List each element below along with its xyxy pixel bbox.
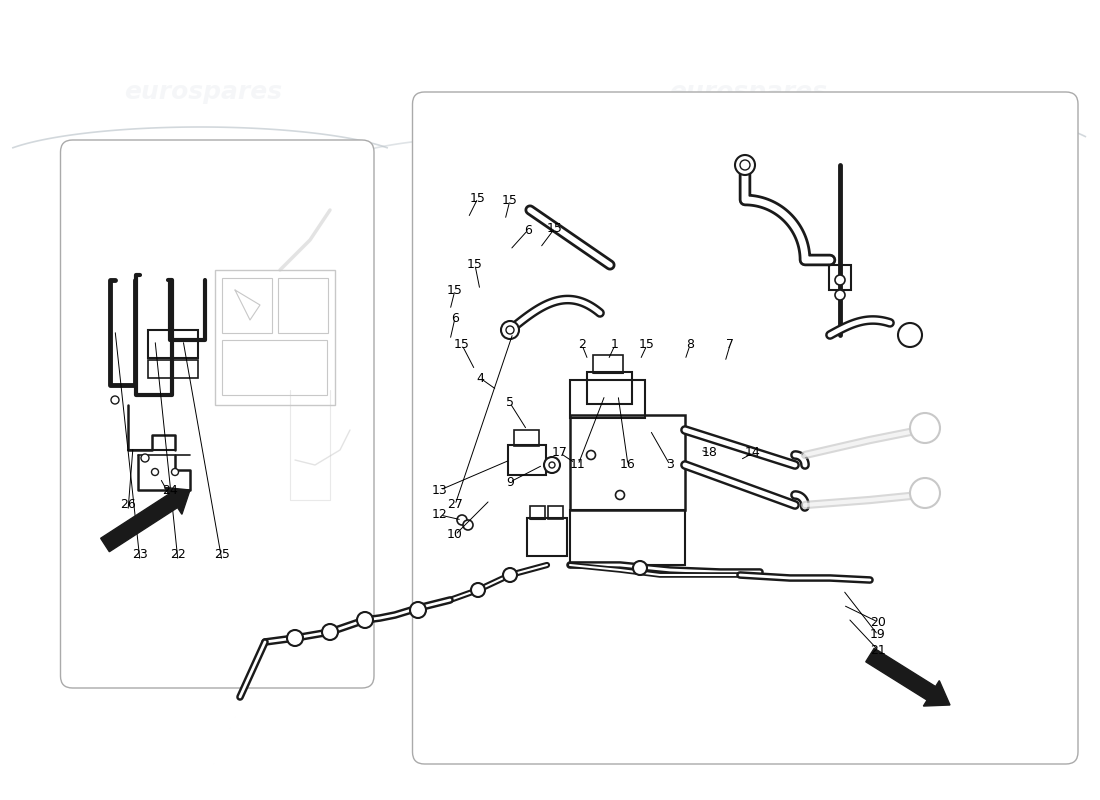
Text: 21: 21	[870, 643, 886, 657]
Circle shape	[586, 450, 595, 459]
Bar	[278, 278, 328, 333]
Circle shape	[506, 326, 514, 334]
Bar	[148, 330, 198, 358]
Text: 15: 15	[502, 194, 518, 206]
Circle shape	[410, 602, 426, 618]
Text: 15: 15	[454, 338, 470, 351]
FancyBboxPatch shape	[412, 92, 1078, 764]
Bar	[214, 270, 336, 405]
Text: 19: 19	[870, 629, 886, 642]
Circle shape	[632, 561, 647, 575]
Circle shape	[549, 462, 556, 468]
Circle shape	[287, 630, 303, 646]
Bar	[570, 380, 645, 418]
Circle shape	[471, 583, 485, 597]
Text: 7: 7	[726, 338, 734, 351]
Text: 20: 20	[870, 615, 886, 629]
Text: eurospares: eurospares	[669, 536, 827, 560]
Text: 15: 15	[639, 338, 654, 351]
Bar	[148, 360, 198, 378]
Bar	[829, 265, 851, 290]
Circle shape	[152, 469, 158, 475]
Text: 8: 8	[686, 338, 694, 351]
Circle shape	[500, 321, 519, 339]
Text: 22: 22	[170, 549, 186, 562]
Text: 26: 26	[120, 498, 136, 511]
Text: 13: 13	[432, 483, 448, 497]
Circle shape	[910, 413, 940, 443]
Text: 25: 25	[214, 549, 230, 562]
FancyArrow shape	[866, 648, 950, 706]
Text: 11: 11	[570, 458, 586, 471]
FancyBboxPatch shape	[60, 140, 374, 688]
Text: 17: 17	[552, 446, 568, 459]
Circle shape	[910, 478, 940, 508]
Text: 14: 14	[745, 446, 761, 459]
Text: 1: 1	[612, 338, 619, 351]
Circle shape	[740, 160, 750, 170]
Text: 27: 27	[447, 498, 463, 511]
Text: eurospares: eurospares	[124, 536, 283, 560]
Text: 5: 5	[506, 397, 514, 410]
Text: 15: 15	[470, 191, 486, 205]
Bar	[514, 430, 539, 446]
Text: 3: 3	[667, 458, 674, 471]
Circle shape	[322, 624, 338, 640]
Text: 4: 4	[476, 371, 484, 385]
Text: 9: 9	[506, 475, 514, 489]
Circle shape	[456, 515, 468, 525]
Bar	[222, 340, 327, 395]
FancyArrow shape	[101, 487, 190, 552]
Circle shape	[735, 155, 755, 175]
Bar	[570, 415, 685, 510]
Circle shape	[358, 612, 373, 628]
Bar	[570, 510, 685, 565]
Text: eurospares: eurospares	[669, 80, 827, 104]
Bar	[527, 518, 566, 556]
Text: 6: 6	[451, 311, 459, 325]
Text: 16: 16	[620, 458, 636, 471]
Circle shape	[172, 469, 178, 475]
Circle shape	[616, 490, 625, 499]
Text: 15: 15	[547, 222, 563, 234]
Text: 15: 15	[447, 283, 463, 297]
Text: 10: 10	[447, 529, 463, 542]
Bar	[593, 355, 623, 373]
Bar	[548, 506, 563, 519]
Circle shape	[111, 396, 119, 404]
Text: eurospares: eurospares	[124, 80, 283, 104]
Circle shape	[544, 457, 560, 473]
Circle shape	[835, 275, 845, 285]
Bar	[508, 445, 546, 475]
Circle shape	[503, 568, 517, 582]
Text: 24: 24	[162, 483, 178, 497]
Text: 12: 12	[432, 509, 448, 522]
Text: 6: 6	[524, 223, 532, 237]
Circle shape	[835, 290, 845, 300]
Bar	[222, 278, 272, 333]
Circle shape	[898, 323, 922, 347]
Text: 15: 15	[468, 258, 483, 271]
Text: 23: 23	[132, 549, 147, 562]
Circle shape	[141, 454, 149, 462]
Circle shape	[463, 520, 473, 530]
Bar	[530, 506, 544, 519]
Bar	[587, 372, 632, 404]
Text: 2: 2	[579, 338, 586, 351]
Text: 18: 18	[702, 446, 718, 459]
